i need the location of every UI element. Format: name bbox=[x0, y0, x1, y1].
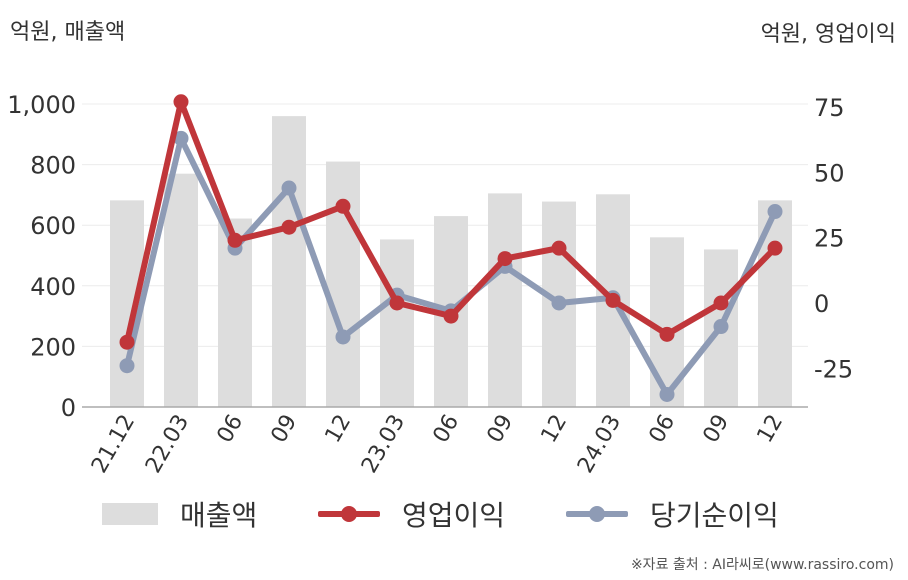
point-operating-profit bbox=[119, 334, 135, 350]
right-tick-label: -25 bbox=[814, 355, 853, 383]
x-tick-label: 06 bbox=[213, 411, 249, 448]
point-net-income bbox=[551, 295, 567, 311]
bar-revenue bbox=[326, 161, 360, 407]
point-net-income bbox=[173, 130, 189, 146]
point-net-income bbox=[335, 329, 351, 345]
x-tick-label: 12 bbox=[537, 411, 573, 448]
point-net-income bbox=[659, 386, 675, 402]
x-tick-label: 06 bbox=[429, 411, 465, 448]
left-tick-label: 400 bbox=[30, 273, 76, 301]
x-tick-label: 22.03 bbox=[141, 411, 194, 478]
right-tick-label: 50 bbox=[814, 159, 845, 187]
x-tick-label: 09 bbox=[483, 411, 519, 448]
legend-swatch-operating-profit bbox=[318, 503, 380, 525]
right-tick-label: 25 bbox=[814, 225, 845, 253]
point-operating-profit bbox=[659, 326, 675, 342]
legend-label-net-income: 당기순이익 bbox=[650, 499, 779, 532]
left-axis-unit: 억원, 매출액 bbox=[10, 20, 126, 45]
legend-label-revenue: 매출액 bbox=[180, 499, 258, 532]
left-tick-label: 0 bbox=[61, 394, 76, 422]
right-tick-label: 0 bbox=[814, 290, 829, 318]
point-operating-profit bbox=[605, 292, 621, 308]
bar-revenue bbox=[488, 193, 522, 407]
bar-revenue bbox=[380, 239, 414, 407]
legend-item-operating-profit: 영업이익 bbox=[318, 494, 505, 534]
x-tick-label: 23.03 bbox=[357, 411, 410, 478]
point-operating-profit bbox=[335, 198, 351, 214]
point-operating-profit bbox=[767, 240, 783, 256]
left-tick-label: 600 bbox=[30, 212, 76, 240]
left-tick-label: 200 bbox=[30, 333, 76, 361]
x-tick-label: 12 bbox=[753, 411, 789, 448]
right-tick-label: 75 bbox=[814, 94, 845, 122]
x-tick-label: 24.03 bbox=[573, 411, 626, 478]
bar-revenue bbox=[164, 173, 198, 407]
x-tick-label: 09 bbox=[699, 411, 735, 448]
point-operating-profit bbox=[713, 295, 729, 311]
source-credit: ※자료 출처 : AI라씨로(www.rassiro.com) bbox=[630, 557, 894, 573]
point-net-income bbox=[119, 358, 135, 374]
right-axis-unit: 억원, 영업이익 bbox=[760, 22, 896, 47]
x-tick-label: 12 bbox=[321, 411, 357, 448]
legend-swatch-net-income bbox=[566, 503, 628, 525]
point-net-income bbox=[713, 319, 729, 335]
x-tick-label: 09 bbox=[267, 411, 303, 448]
point-net-income bbox=[767, 204, 783, 220]
point-operating-profit bbox=[389, 295, 405, 311]
point-operating-profit bbox=[551, 240, 567, 256]
left-tick-label: 800 bbox=[30, 152, 76, 180]
legend-swatch-revenue bbox=[102, 503, 158, 525]
point-operating-profit bbox=[497, 251, 513, 267]
legend-item-net-income: 당기순이익 bbox=[566, 494, 779, 534]
combo-chart: 0 200 400 600 800 1,000 -25 0 25 50 75 21.12 22.03 06… bbox=[7, 91, 853, 478]
left-tick-label: 1,000 bbox=[7, 91, 76, 119]
bar-revenue bbox=[272, 116, 306, 408]
x-tick-label: 21.12 bbox=[87, 411, 140, 478]
point-operating-profit bbox=[227, 232, 243, 248]
legend-item-revenue: 매출액 bbox=[102, 494, 257, 534]
point-operating-profit bbox=[173, 94, 189, 110]
point-net-income bbox=[281, 180, 297, 196]
point-operating-profit bbox=[281, 219, 297, 235]
legend-label-operating-profit: 영업이익 bbox=[402, 499, 506, 532]
x-tick-label: 06 bbox=[645, 411, 681, 448]
point-operating-profit bbox=[443, 308, 459, 324]
